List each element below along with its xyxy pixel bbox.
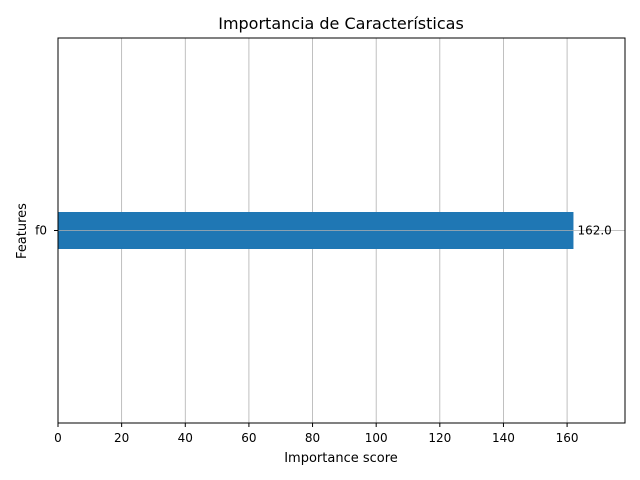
y-axis-label: Features — [15, 203, 30, 259]
bar-data-labels: 162.0 — [58, 224, 625, 238]
y-axis-ticks: f0 — [35, 224, 58, 238]
chart-title: Importancia de Características — [218, 14, 464, 33]
x-axis-label: Importance score — [284, 451, 398, 466]
x-tick-label: 140 — [492, 431, 515, 445]
y-tick-label: f0 — [35, 224, 47, 238]
bar-value-label: 162.0 — [577, 224, 611, 238]
x-tick-label: 160 — [556, 431, 579, 445]
x-tick-label: 100 — [365, 431, 388, 445]
x-tick-label: 60 — [241, 431, 256, 445]
x-tick-label: 120 — [428, 431, 451, 445]
x-tick-label: 40 — [178, 431, 193, 445]
x-axis-ticks: 0 20 40 60 80 100 120 140 160 — [54, 423, 579, 445]
x-tick-label: 0 — [54, 431, 62, 445]
plot-frame — [57, 37, 626, 424]
x-tick-label: 20 — [114, 431, 129, 445]
x-tick-label: 80 — [305, 431, 320, 445]
